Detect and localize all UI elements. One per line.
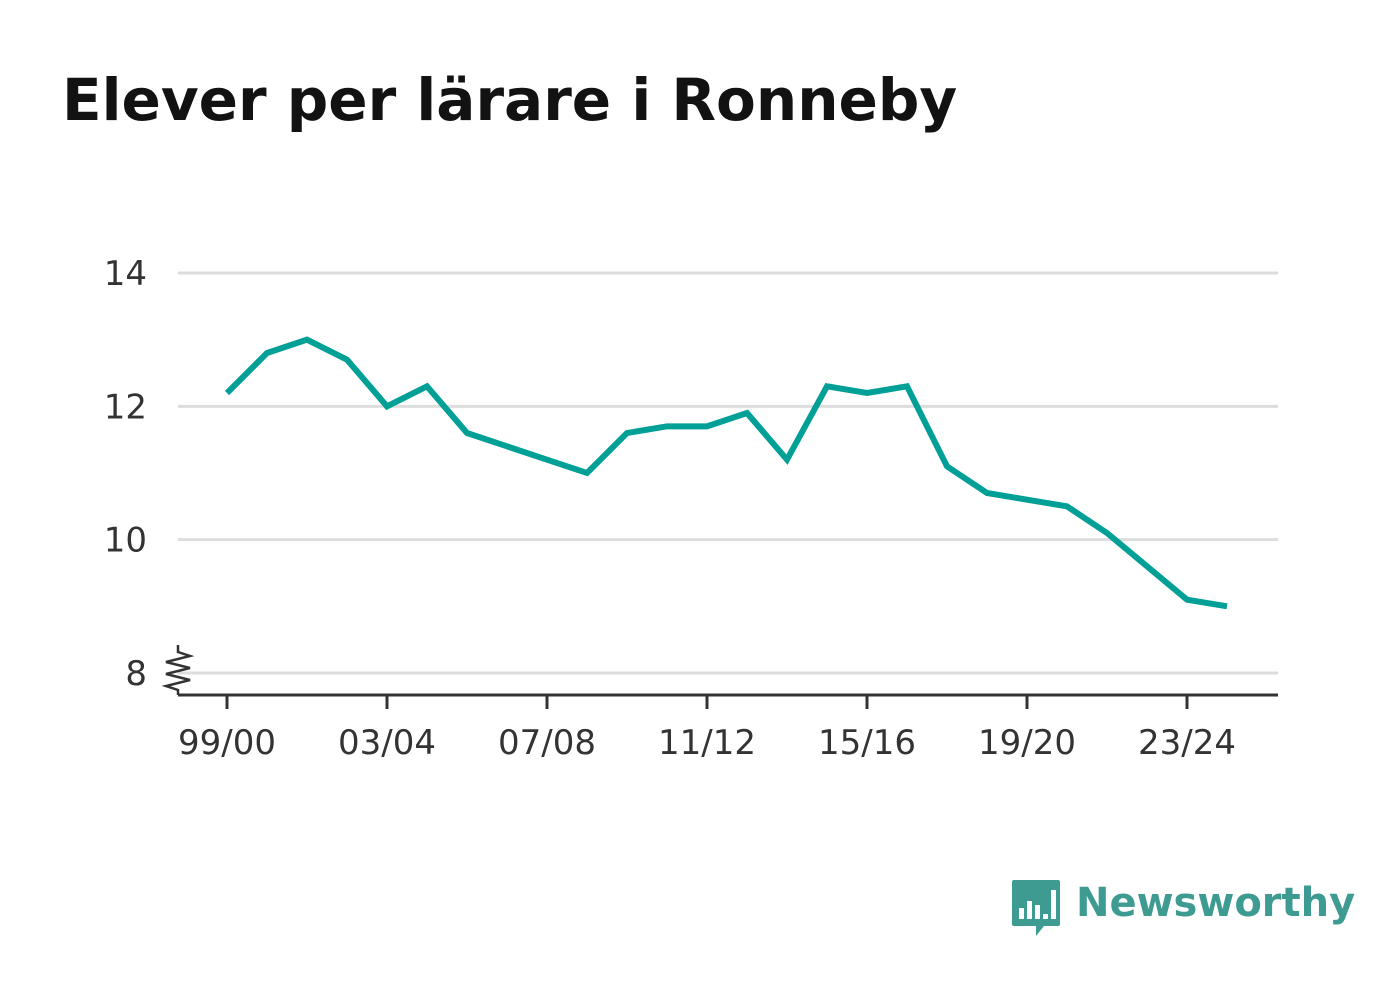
x-tick-label: 03/04 (338, 723, 436, 763)
brand-name: Newsworthy (1076, 880, 1356, 926)
x-tick-label: 23/24 (1138, 723, 1236, 763)
x-tick-label: 19/20 (978, 723, 1076, 763)
newsworthy-logo-icon (1012, 880, 1060, 936)
axes (161, 645, 1278, 709)
y-tick-label: 10 (104, 521, 147, 561)
gridlines (178, 271, 1278, 675)
newsworthy-logo: Newsworthy (1010, 878, 1355, 940)
y-axis-break-marker (161, 645, 195, 695)
chart-title: Elever per lärare i Ronneby (62, 66, 958, 134)
y-tick-label: 12 (104, 387, 147, 427)
y-tick-label: 8 (125, 654, 147, 694)
x-tick-labels: 99/00 03/04 07/08 11/12 15/16 19/20 23/24 (178, 723, 1236, 763)
x-tick-label: 15/16 (818, 723, 916, 763)
y-tick-label: 14 (104, 254, 147, 294)
series-layer (224, 336, 1228, 610)
x-tick-label: 11/12 (658, 723, 756, 763)
series-line-0 (224, 336, 1228, 610)
x-tick-label: 99/00 (178, 723, 276, 763)
x-tick-label: 07/08 (498, 723, 596, 763)
y-tick-labels: 8 10 12 14 (104, 254, 147, 694)
